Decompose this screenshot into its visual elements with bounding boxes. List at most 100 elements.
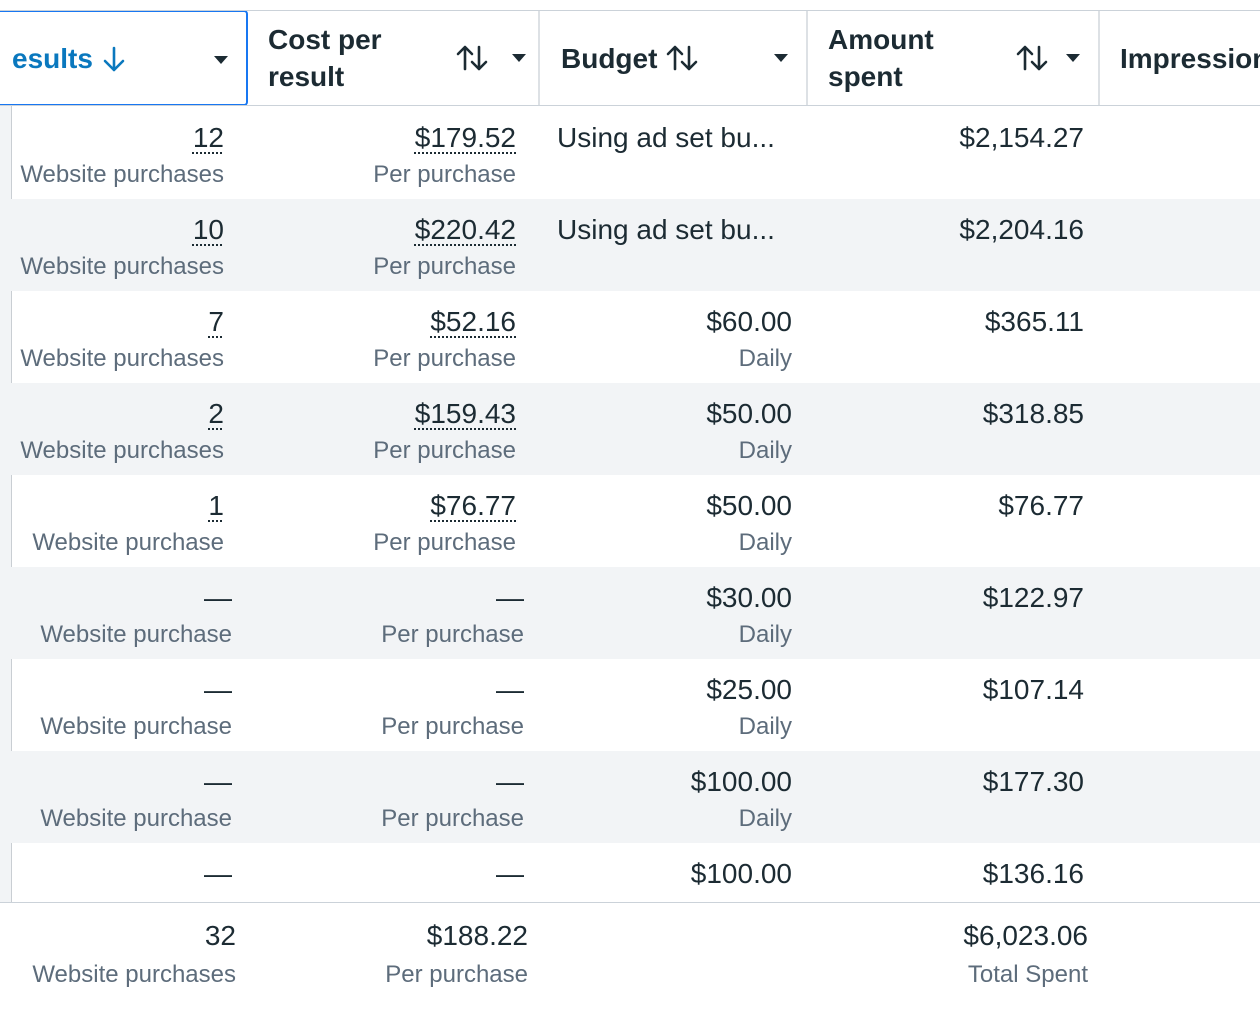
- results-label: Website purchases: [20, 253, 224, 280]
- cost-value: —: [496, 674, 524, 705]
- cost-cell: $76.77 Per purchase: [250, 475, 516, 567]
- results-value[interactable]: 10: [192, 214, 224, 245]
- column-header-amount-spent[interactable]: Amount spent: [808, 10, 1100, 106]
- caret-down-icon[interactable]: [212, 12, 230, 108]
- cost-cell: $159.43 Per purchase: [250, 383, 516, 475]
- column-label-cost-per-result: Cost per result: [268, 24, 382, 92]
- column-header-results[interactable]: esults: [0, 10, 248, 106]
- cost-value[interactable]: $220.42: [414, 214, 516, 245]
- amount-cell: $122.97: [808, 567, 1084, 659]
- budget-label: Daily: [738, 345, 792, 372]
- cost-cell: — Per purchase: [250, 751, 524, 843]
- column-header-budget[interactable]: Budget: [540, 10, 808, 106]
- caret-down-icon[interactable]: [772, 10, 790, 106]
- total-results-value: 32: [204, 920, 236, 951]
- amount-value: $2,154.27: [959, 122, 1084, 153]
- budget-value[interactable]: Using ad set bu...: [557, 214, 775, 245]
- sort-arrows-icon[interactable]: [456, 10, 488, 106]
- cost-value[interactable]: $52.16: [430, 306, 516, 337]
- amount-cell: $107.14: [808, 659, 1084, 751]
- table-row[interactable]: — Website purchase — Per purchase $25.00…: [0, 659, 1260, 751]
- cost-label: Per purchase: [373, 437, 516, 464]
- amount-value: $136.16: [982, 858, 1084, 889]
- amount-cell: $136.16: [808, 843, 1084, 935]
- amount-cell: $365.11: [808, 291, 1084, 383]
- cost-cell: $52.16 Per purchase: [250, 291, 516, 383]
- cost-label: Per purchase: [373, 161, 516, 188]
- amount-cell: $2,204.16: [808, 199, 1084, 291]
- results-label: Website purchase: [32, 529, 224, 556]
- total-cost-cell: $188.22 Per purchase: [250, 903, 528, 1015]
- results-cell: 2 Website purchases: [0, 383, 224, 475]
- budget-cell: $25.00 Daily: [540, 659, 792, 751]
- arrow-down-icon[interactable]: [102, 12, 126, 108]
- table-header: esults Cost per result Budget Amount spe…: [0, 10, 1260, 106]
- cost-value[interactable]: $159.43: [414, 398, 516, 429]
- table-row[interactable]: — Website purchase — Per purchase $100.0…: [0, 751, 1260, 843]
- results-value[interactable]: 12: [192, 122, 224, 153]
- budget-value: $100.00: [690, 766, 792, 797]
- budget-cell: $100.00: [540, 843, 792, 935]
- results-cell: 1 Website purchase: [0, 475, 224, 567]
- results-label: Website purchase: [40, 805, 232, 832]
- column-label-impressions: Impression: [1120, 42, 1260, 74]
- caret-down-icon[interactable]: [1064, 10, 1082, 106]
- total-amount-value: $6,023.06: [963, 920, 1088, 951]
- table-row[interactable]: 2 Website purchases $159.43 Per purchase…: [0, 383, 1260, 475]
- cost-label: Per purchase: [381, 621, 524, 648]
- table-top-border: [0, 10, 1260, 11]
- budget-cell: Using ad set bu...: [540, 199, 792, 291]
- budget-value[interactable]: Using ad set bu...: [557, 122, 775, 153]
- results-cell: — Website purchase: [0, 659, 232, 751]
- budget-cell: $60.00 Daily: [540, 291, 792, 383]
- results-label: Website purchase: [40, 621, 232, 648]
- table-row[interactable]: — Website purchase — Per purchase $30.00…: [0, 567, 1260, 659]
- budget-label: Daily: [738, 713, 792, 740]
- results-value: —: [204, 858, 232, 889]
- budget-value: $100.00: [690, 858, 792, 889]
- cost-value[interactable]: $179.52: [414, 122, 516, 153]
- budget-label: Daily: [738, 437, 792, 464]
- column-header-impressions[interactable]: Impression: [1100, 10, 1260, 106]
- table-row[interactable]: 1 Website purchase $76.77 Per purchase $…: [0, 475, 1260, 567]
- amount-cell: $177.30: [808, 751, 1084, 843]
- budget-cell: $30.00 Daily: [540, 567, 792, 659]
- cost-label: Per purchase: [373, 529, 516, 556]
- amount-cell: $76.77: [808, 475, 1084, 567]
- table-row[interactable]: 7 Website purchases $52.16 Per purchase …: [0, 291, 1260, 383]
- column-label-budget: Budget: [561, 42, 658, 74]
- results-cell: —: [0, 843, 232, 935]
- cost-label: Per purchase: [381, 805, 524, 832]
- sort-arrows-icon[interactable]: [666, 10, 698, 106]
- amount-value: $365.11: [984, 306, 1084, 337]
- budget-cell: $50.00 Daily: [540, 383, 792, 475]
- cost-value[interactable]: $76.77: [430, 490, 516, 521]
- results-cell: 10 Website purchases: [0, 199, 224, 291]
- results-cell: — Website purchase: [0, 567, 232, 659]
- total-results-label: Website purchases: [32, 961, 236, 988]
- results-value: —: [204, 582, 232, 613]
- sort-arrows-icon[interactable]: [1016, 10, 1048, 106]
- caret-down-icon[interactable]: [510, 10, 528, 106]
- results-label: Website purchases: [20, 437, 224, 464]
- table-body: 12 Website purchases $179.52 Per purchas…: [0, 107, 1260, 935]
- budget-cell: $50.00 Daily: [540, 475, 792, 567]
- column-header-cost-per-result[interactable]: Cost per result: [248, 10, 540, 106]
- results-value[interactable]: 1: [208, 490, 224, 521]
- total-results-cell: 32 Website purchases: [0, 903, 236, 1015]
- table-row[interactable]: 10 Website purchases $220.42 Per purchas…: [0, 199, 1260, 291]
- results-cell: — Website purchase: [0, 751, 232, 843]
- column-label-results: esults: [12, 42, 93, 74]
- budget-label: Daily: [738, 621, 792, 648]
- results-value[interactable]: 2: [208, 398, 224, 429]
- amount-value: $177.30: [982, 766, 1084, 797]
- total-cost-label: Per purchase: [385, 961, 528, 988]
- cost-cell: — Per purchase: [250, 567, 524, 659]
- results-value[interactable]: 7: [208, 306, 224, 337]
- table-row[interactable]: 12 Website purchases $179.52 Per purchas…: [0, 107, 1260, 199]
- cost-value: —: [496, 582, 524, 613]
- budget-value: $60.00: [706, 306, 792, 337]
- column-label-amount-spent: Amount spent: [828, 24, 934, 92]
- table-row[interactable]: — — $100.00 $136.16: [0, 843, 1260, 935]
- totals-row: 32 Website purchases $188.22 Per purchas…: [0, 902, 1260, 1015]
